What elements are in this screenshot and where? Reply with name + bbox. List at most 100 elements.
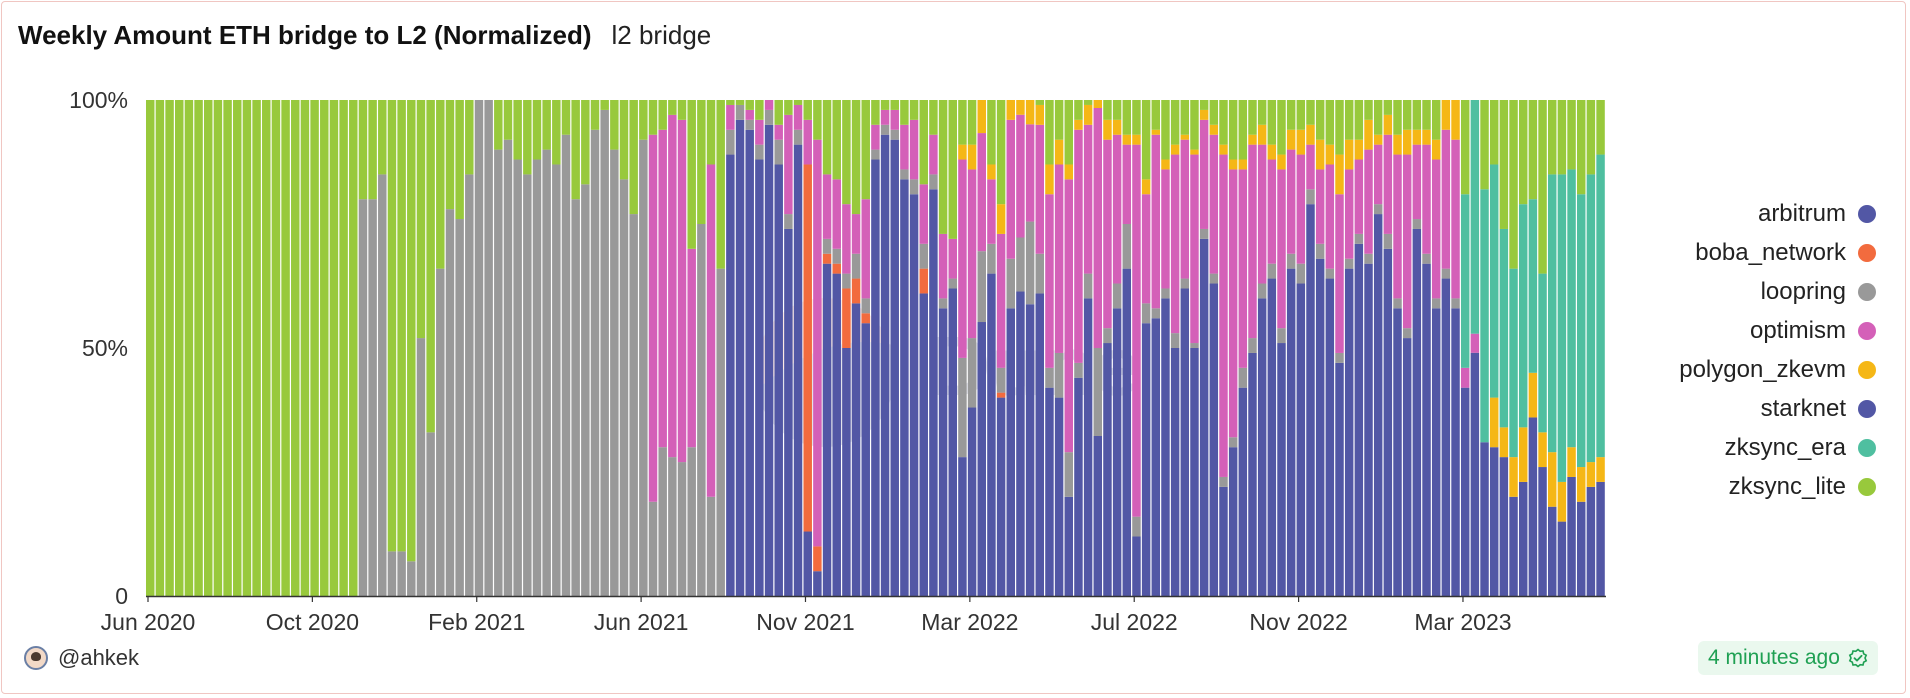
legend-item-optimism[interactable]: optimism	[1600, 311, 1876, 350]
bar-segment-zksync_lite[interactable]	[677, 100, 687, 120]
bar-segment-optimism[interactable]	[813, 139, 822, 547]
bar-segment-zksync_lite[interactable]	[1499, 100, 1509, 229]
bar-segment-optimism[interactable]	[851, 214, 861, 254]
bar-segment-loopring[interactable]	[929, 174, 938, 190]
bar-segment-zksync_lite[interactable]	[1306, 100, 1315, 125]
bar-segment-arbitrum[interactable]	[1547, 506, 1557, 596]
bar-segment-optimism[interactable]	[1364, 149, 1373, 254]
bar-segment-zksync_lite[interactable]	[735, 100, 745, 105]
bar-segment-zksync_lite[interactable]	[697, 100, 706, 224]
bar-segment-loopring[interactable]	[648, 501, 658, 596]
bar-segment-arbitrum[interactable]	[919, 293, 928, 596]
bar-segment-optimism[interactable]	[1190, 154, 1199, 344]
bar-segment-loopring[interactable]	[687, 447, 696, 596]
bar-segment-polygon_zkevm[interactable]	[1190, 149, 1199, 155]
bar-segment-loopring[interactable]	[378, 174, 387, 596]
bar-segment-polygon_zkevm[interactable]	[1122, 134, 1132, 145]
bar-segment-optimism[interactable]	[668, 114, 677, 458]
bar-segment-zksync_lite[interactable]	[1296, 100, 1306, 130]
bar-segment-arbitrum[interactable]	[1325, 278, 1335, 596]
bar-segment-zksync_lite[interactable]	[1103, 100, 1112, 120]
bar-segment-zksync_lite[interactable]	[1180, 100, 1190, 135]
bar-segment-loopring[interactable]	[919, 243, 928, 269]
bar-segment-optimism[interactable]	[1412, 144, 1422, 220]
bar-segment-zksync_era[interactable]	[1586, 174, 1596, 463]
bar-segment-polygon_zkevm[interactable]	[1257, 124, 1267, 145]
bar-segment-zksync_lite[interactable]	[542, 100, 551, 150]
bar-segment-zksync_lite[interactable]	[687, 100, 696, 249]
bar-segment-arbitrum[interactable]	[1344, 268, 1354, 596]
bar-segment-zksync_lite[interactable]	[813, 100, 822, 140]
bar-segment-arbitrum[interactable]	[1451, 308, 1460, 596]
bar-segment-arbitrum[interactable]	[871, 159, 880, 596]
bar-segment-arbitrum[interactable]	[1151, 318, 1161, 596]
legend-item-zksync_lite[interactable]: zksync_lite	[1600, 467, 1876, 506]
bar-segment-optimism[interactable]	[1093, 108, 1103, 348]
bar-segment-arbitrum[interactable]	[1567, 476, 1576, 596]
bar-segment-zksync_lite[interactable]	[919, 100, 928, 185]
bar-segment-arbitrum[interactable]	[1441, 278, 1451, 596]
bar-segment-loopring[interactable]	[1151, 308, 1161, 319]
bar-segment-zksync_lite[interactable]	[1586, 100, 1596, 175]
bar-segment-zksync_lite[interactable]	[1035, 100, 1045, 105]
bar-segment-arbitrum[interactable]	[958, 457, 967, 596]
bar-segment-loopring[interactable]	[977, 251, 986, 323]
bar-segment-zksync_lite[interactable]	[890, 100, 899, 110]
bar-segment-arbitrum[interactable]	[1122, 268, 1132, 596]
bar-segment-zksync_lite[interactable]	[861, 100, 870, 200]
bar-segment-optimism[interactable]	[764, 100, 774, 110]
bar-segment-zksync_lite[interactable]	[503, 100, 513, 140]
bar-segment-optimism[interactable]	[1054, 164, 1064, 353]
bar-segment-optimism[interactable]	[1170, 154, 1180, 334]
bar-segment-zksync_era[interactable]	[1509, 268, 1518, 458]
bar-segment-loopring[interactable]	[1373, 204, 1383, 215]
bar-segment-arbitrum[interactable]	[842, 348, 851, 596]
bar-segment-zksync_lite[interactable]	[262, 100, 271, 596]
legend-item-arbitrum[interactable]: arbitrum	[1600, 194, 1876, 233]
bar-segment-loopring[interactable]	[1325, 268, 1335, 279]
bar-segment-zksync_lite[interactable]	[929, 100, 938, 135]
bar-segment-loopring[interactable]	[900, 169, 909, 180]
bar-segment-polygon_zkevm[interactable]	[1286, 129, 1296, 150]
bar-segment-polygon_zkevm[interactable]	[1035, 104, 1045, 125]
bar-segment-arbitrum[interactable]	[938, 308, 948, 596]
bar-segment-loopring[interactable]	[1093, 348, 1103, 436]
bar-segment-loopring[interactable]	[1228, 437, 1238, 448]
bar-segment-zksync_lite[interactable]	[358, 100, 368, 200]
bar-segment-optimism[interactable]	[977, 133, 986, 252]
bar-segment-arbitrum[interactable]	[987, 273, 996, 596]
bar-segment-polygon_zkevm[interactable]	[1016, 100, 1025, 115]
bar-segment-arbitrum[interactable]	[1509, 496, 1518, 596]
bar-segment-zksync_lite[interactable]	[1132, 100, 1141, 135]
bar-segment-zksync_lite[interactable]	[600, 100, 609, 110]
bar-segment-boba_network[interactable]	[842, 288, 851, 348]
bar-segment-loopring[interactable]	[1286, 253, 1296, 269]
bar-segment-optimism[interactable]	[1035, 124, 1045, 254]
bar-segment-zksync_lite[interactable]	[194, 100, 203, 596]
bar-segment-polygon_zkevm[interactable]	[1441, 100, 1451, 130]
bar-segment-arbitrum[interactable]	[1161, 298, 1170, 596]
bar-segment-zksync_lite[interactable]	[175, 100, 184, 596]
bar-segment-polygon_zkevm[interactable]	[967, 144, 977, 170]
bar-segment-loopring[interactable]	[1451, 298, 1460, 309]
bar-segment-zksync_lite[interactable]	[967, 100, 977, 145]
bar-segment-polygon_zkevm[interactable]	[1238, 159, 1248, 170]
bar-segment-optimism[interactable]	[1103, 139, 1112, 329]
bar-segment-loopring[interactable]	[668, 457, 677, 596]
bar-segment-polygon_zkevm[interactable]	[1083, 104, 1093, 125]
bar-segment-zksync_lite[interactable]	[397, 100, 406, 552]
bar-segment-loopring[interactable]	[619, 179, 629, 597]
bar-segment-polygon_zkevm[interactable]	[1045, 164, 1054, 195]
bar-segment-zksync_lite[interactable]	[339, 100, 348, 596]
bar-segment-zksync_lite[interactable]	[368, 100, 377, 200]
bar-segment-optimism[interactable]	[1228, 169, 1238, 438]
bar-segment-arbitrum[interactable]	[1209, 283, 1219, 596]
bar-segment-loopring[interactable]	[861, 298, 870, 314]
bar-segment-zksync_lite[interactable]	[300, 100, 310, 596]
bar-segment-arbitrum[interactable]	[1296, 283, 1306, 596]
bar-segment-loopring[interactable]	[871, 149, 880, 160]
bar-segment-loopring[interactable]	[832, 248, 841, 264]
bar-segment-zksync_lite[interactable]	[948, 100, 957, 239]
bar-segment-zksync_lite[interactable]	[1286, 100, 1296, 130]
bar-segment-arbitrum[interactable]	[1528, 417, 1538, 596]
